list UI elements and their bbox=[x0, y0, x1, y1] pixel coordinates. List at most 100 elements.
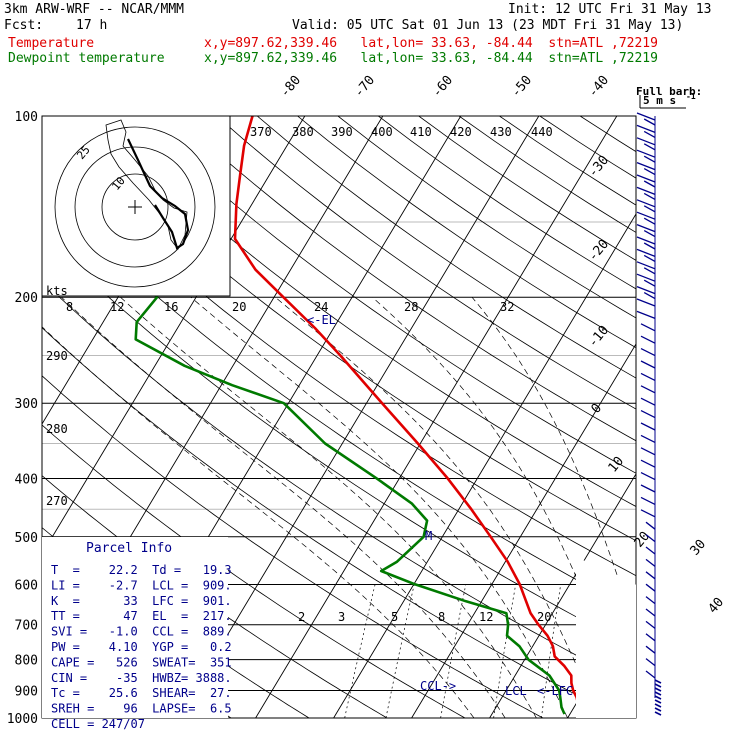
moist-adiabat-line bbox=[190, 296, 568, 718]
dry-adiabat-line bbox=[135, 116, 636, 474]
theta-e-label: 290 bbox=[46, 349, 68, 363]
wind-barb-icon bbox=[643, 180, 656, 188]
wind-barb-icon bbox=[640, 385, 656, 394]
wind-barb-icon bbox=[643, 130, 656, 138]
isotherm-label: -80 bbox=[278, 73, 305, 101]
wind-barb-icon bbox=[636, 124, 656, 134]
wind-barb-icon bbox=[640, 472, 656, 481]
moist-adiabat-line bbox=[61, 296, 506, 718]
temperature-line bbox=[233, 116, 588, 716]
wind-barb-icon bbox=[645, 658, 656, 667]
plot-frame bbox=[41, 115, 637, 719]
wind-barb-icon bbox=[636, 285, 656, 295]
hodograph-speed-label: 24 bbox=[314, 300, 328, 314]
wind-barb-icon bbox=[654, 707, 662, 712]
wind-barb-icon bbox=[640, 397, 656, 406]
wind-barb-icon bbox=[643, 254, 656, 262]
wind-barb-icon bbox=[645, 583, 656, 592]
wind-barb-icon bbox=[640, 459, 656, 468]
wind-barb-icon bbox=[654, 679, 662, 684]
wind-barb-icon bbox=[645, 670, 656, 679]
dry-adiabat-line bbox=[42, 234, 636, 649]
theta-label: 400 bbox=[371, 125, 393, 139]
hodograph-speed-label: 20 bbox=[232, 300, 246, 314]
wind-barb-icon bbox=[645, 534, 656, 543]
wind-barb-icon bbox=[636, 261, 656, 270]
theta-label: 410 bbox=[410, 125, 432, 139]
pressure-label: 1000 bbox=[7, 712, 38, 727]
hodograph-frame bbox=[41, 115, 231, 297]
temperature-location: x,y=897.62,339.46 lat,lon= 33.63, -84.44… bbox=[204, 36, 658, 51]
wind-barb-icon bbox=[636, 199, 656, 208]
barb-legend-value: 5 m s bbox=[643, 94, 676, 107]
parcel-info-title: Parcel Info bbox=[86, 541, 172, 556]
dry-adiabat-line bbox=[42, 375, 544, 718]
level-marker-label: LCL bbox=[505, 684, 527, 698]
parcel-info-row: SVI = -1.0 CCL = 889. bbox=[51, 625, 232, 639]
mixing-ratio-label: 5 bbox=[391, 610, 398, 624]
isotherm-label: 20 bbox=[632, 529, 654, 551]
wind-barb-icon bbox=[636, 161, 656, 171]
wind-barb-icon bbox=[645, 596, 656, 605]
wind-barb-icon bbox=[640, 323, 656, 332]
parcel-info-row: CAPE = 526 SWEAT= 351 bbox=[51, 655, 232, 669]
wind-barb-icon bbox=[654, 687, 662, 692]
wind-barb-icon bbox=[640, 348, 656, 357]
pressure-label: 100 bbox=[15, 110, 38, 125]
parcel-info-row: CELL = 247/07 bbox=[51, 717, 145, 731]
hodograph-ring bbox=[101, 173, 169, 241]
hodograph-trace bbox=[127, 138, 190, 250]
wind-barb-icon bbox=[645, 633, 656, 642]
wind-barb-icon bbox=[654, 683, 662, 688]
level-marker-label: CCL-> bbox=[420, 679, 456, 693]
wind-barb-icon bbox=[645, 608, 656, 617]
mixing-ratio-label: 3 bbox=[338, 610, 345, 624]
moist-adiabat-line bbox=[120, 296, 537, 718]
wind-barb-icon bbox=[654, 703, 662, 708]
wind-barb-icon bbox=[645, 521, 656, 530]
wind-barb-icon bbox=[654, 691, 662, 696]
dry-adiabat-line bbox=[256, 116, 636, 379]
theta-label: 420 bbox=[450, 125, 472, 139]
isotherm-line bbox=[724, 116, 740, 718]
hodograph-speed-label: 12 bbox=[110, 300, 124, 314]
isotherm-label: 40 bbox=[706, 595, 728, 617]
wind-barb-icon bbox=[643, 143, 656, 151]
mixing-ratio-label: 20 bbox=[537, 610, 551, 624]
isotherm-label: 30 bbox=[688, 537, 710, 559]
mixing-ratio-label: 12 bbox=[479, 610, 493, 624]
moist-adiabat-line bbox=[471, 296, 636, 635]
isotherm-label: -60 bbox=[430, 73, 457, 101]
wind-barb-icon bbox=[643, 217, 656, 225]
isotherm-line bbox=[333, 213, 636, 718]
dry-adiabat-line bbox=[42, 144, 636, 577]
wind-barb-icon bbox=[640, 372, 656, 381]
barb-legend-exponent: -1 bbox=[686, 92, 696, 101]
theta-label: 430 bbox=[490, 125, 512, 139]
theta-e-label: 270 bbox=[46, 494, 68, 508]
wind-barb-icon bbox=[645, 645, 656, 654]
parcel-info-row: Tc = 25.6 SHEAR= 27. bbox=[51, 686, 232, 700]
wind-barb-icon bbox=[640, 434, 656, 443]
dry-adiabat-line bbox=[539, 116, 636, 179]
wind-barb-icon bbox=[643, 168, 656, 176]
wind-barb-icon bbox=[640, 360, 656, 369]
isotherm-label: -50 bbox=[509, 73, 536, 101]
wind-barb-icon bbox=[636, 149, 656, 158]
theta-label: 390 bbox=[331, 125, 353, 139]
wind-barb-icon bbox=[643, 267, 656, 275]
theta-label: 370 bbox=[250, 125, 272, 139]
hodograph-speed-label: 28 bbox=[404, 300, 418, 314]
hodograph-speed-label: 16 bbox=[164, 300, 178, 314]
wind-barb-icon bbox=[636, 298, 656, 307]
parcel-info-row: PW = 4.10 YGP = 0.2 bbox=[51, 640, 232, 654]
isotherm-line bbox=[646, 116, 740, 718]
wind-barb-icon bbox=[636, 236, 656, 245]
dewpoint-legend: Dewpoint temperature bbox=[8, 51, 165, 66]
isotherm-line bbox=[255, 116, 618, 718]
dry-adiabat-line bbox=[42, 188, 636, 613]
pressure-label: 800 bbox=[15, 654, 38, 669]
init-time: Init: 12 UTC Fri 31 May 13 bbox=[508, 2, 712, 17]
